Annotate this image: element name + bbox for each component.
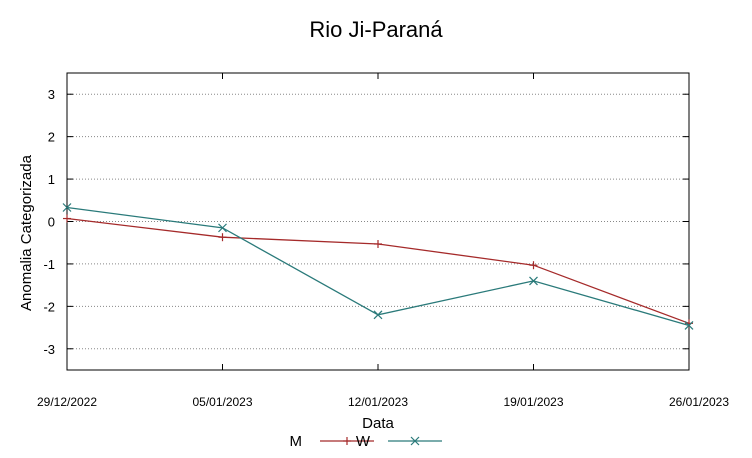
series-line <box>66 217 690 324</box>
series-m <box>63 214 693 328</box>
data-point <box>218 223 227 233</box>
data-point <box>374 239 382 248</box>
grid <box>67 93 689 350</box>
y-tick-label: 0 <box>48 215 55 230</box>
point-marker <box>410 436 420 446</box>
point-marker <box>529 276 538 286</box>
point-marker <box>218 223 227 233</box>
x-tick-label: 12/01/2023 <box>348 395 408 409</box>
y-tick-label: 3 <box>48 87 55 102</box>
data-point <box>373 310 383 320</box>
data-point <box>218 233 227 242</box>
y-axis-label: Anomalia Categorizada <box>18 154 35 311</box>
y-tick-label: 1 <box>48 172 55 187</box>
legend-marker <box>343 437 351 445</box>
data-point <box>529 276 538 286</box>
x-tick-label: 19/01/2023 <box>503 395 563 409</box>
data-point <box>62 203 72 212</box>
y-tick-label: -1 <box>43 257 55 272</box>
y-axis: 3 2 1 0 -1 -2 -3 <box>43 87 689 357</box>
x-axis: 29/12/2022 05/01/2023 12/01/2023 19/01/2023… <box>37 73 729 409</box>
series-group <box>62 203 694 330</box>
x-tick-label: 26/01/2023 <box>669 395 729 409</box>
y-tick-label: -3 <box>43 342 55 357</box>
y-tick-label: 2 <box>48 130 55 145</box>
data-point <box>529 261 538 270</box>
series-w <box>62 203 694 330</box>
legend-label: W <box>356 433 371 450</box>
chart-title: Rio Ji-Paraná <box>309 17 443 42</box>
y-tick-label: -2 <box>43 299 55 314</box>
data-point <box>684 321 694 330</box>
x-tick-label: 05/01/2023 <box>192 395 252 409</box>
legend-marker <box>410 436 420 446</box>
point-marker <box>373 310 383 320</box>
x-tick-label: 29/12/2022 <box>37 395 97 409</box>
point-marker <box>62 203 72 212</box>
series-line <box>66 206 690 327</box>
point-marker <box>684 321 694 330</box>
data-point <box>63 214 71 223</box>
x-axis-label: Data <box>362 415 394 432</box>
legend-label: M <box>290 433 303 450</box>
